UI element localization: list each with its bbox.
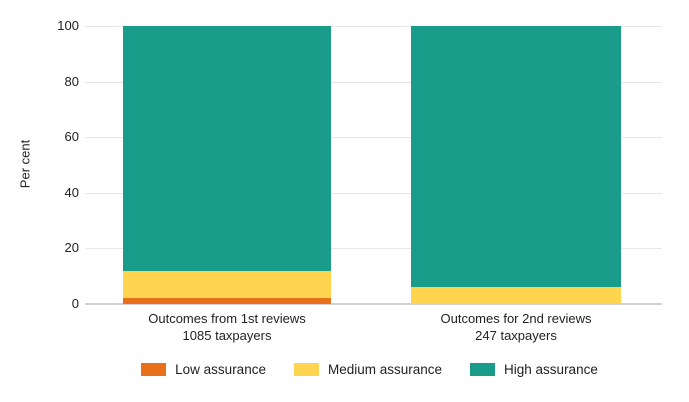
gridline-100: [85, 26, 662, 27]
bar-1: [123, 26, 331, 304]
y-tick-label-20: 20: [64, 240, 79, 256]
y-tick-label-0: 0: [71, 296, 79, 311]
gridline-40: [85, 192, 662, 194]
legend-item-high-assurance: High assurance: [470, 362, 598, 377]
gridline-80: [85, 81, 662, 83]
y-tick-label-60: 60: [64, 129, 79, 145]
bar-1-segment-medium-assurance: [123, 270, 331, 299]
bar-1-segment-low-assurance: [123, 298, 331, 304]
legend-swatch-medium-assurance: [293, 363, 319, 376]
legend-item-medium-assurance: Medium assurance: [293, 362, 443, 377]
y-tick-label-100: 100: [57, 18, 79, 33]
x-axis-line: [85, 303, 662, 305]
x-category-label-line: Outcomes from 1st reviews: [148, 311, 306, 326]
y-tick-label-40: 40: [64, 184, 79, 200]
x-category-label-2: Outcomes for 2nd reviews 247 taxpayers: [376, 310, 656, 344]
legend-swatch-high-assurance: [470, 363, 496, 376]
legend-label-low-assurance: Low assurance: [175, 362, 266, 377]
bar-2: [411, 26, 621, 304]
plot-area: [85, 26, 662, 305]
x-category-label-1: Outcomes from 1st reviews 1085 taxpayers: [87, 310, 367, 344]
x-category-label-line: 247 taxpayers: [475, 328, 557, 343]
bar-2-segment-medium-assurance: [411, 287, 621, 304]
y-tick-label-80: 80: [64, 73, 79, 89]
bar-2-segment-high-assurance: [411, 26, 621, 288]
legend-item-low-assurance: Low assurance: [141, 362, 266, 377]
legend-label-medium-assurance: Medium assurance: [327, 362, 443, 377]
gridline-60: [85, 137, 662, 139]
y-axis-title: Per cent: [17, 139, 33, 189]
x-category-label-line: 1085 taxpayers: [182, 328, 272, 343]
legend: Low assurance Medium assurance High assura…: [25, 362, 689, 377]
gridline-20: [85, 248, 662, 250]
x-category-label-line: Outcomes for 2nd reviews: [440, 311, 592, 326]
legend-label-high-assurance: High assurance: [504, 362, 598, 377]
legend-swatch-low-assurance: [141, 363, 167, 376]
bar-1-segment-high-assurance: [123, 26, 331, 271]
